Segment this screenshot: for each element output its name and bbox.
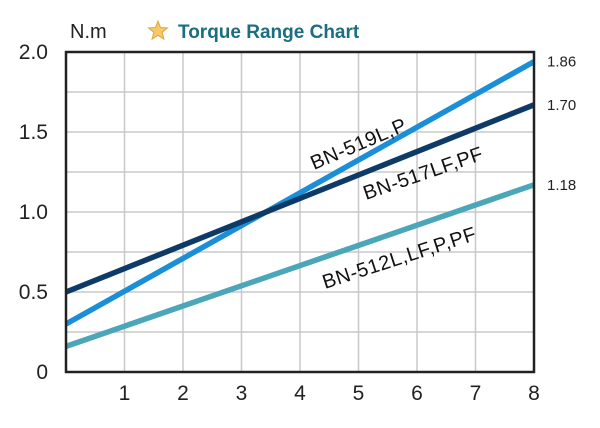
series-name-label-1: BN-517LF,PF (360, 143, 486, 205)
y-tick-label-1.5: 1.5 (19, 121, 48, 144)
series-line-2 (65, 182, 535, 349)
plot-frame (64, 50, 536, 374)
star-icon (147, 19, 169, 41)
series-labels: 1.861.701.18BN-519L,PBN-517LF,PFBN-512L,… (307, 54, 576, 294)
series-line-1 (64, 102, 536, 295)
chart-title: Torque Range Chart (178, 22, 360, 43)
axis-labels: 1 2 3 4 5 6 7 8 0 0.5 1.0 1.5 2.0 (19, 41, 540, 405)
x-tick-label-7: 7 (470, 382, 482, 405)
x-tick-label-1: 1 (119, 382, 131, 405)
series-lines (64, 59, 536, 349)
y-tick-label-2: 2.0 (19, 41, 48, 64)
x-tick-label-2: 2 (177, 382, 189, 405)
y-unit-label: N.m (70, 21, 107, 43)
y-tick-label-1: 1.0 (19, 201, 48, 224)
x-tick-label-3: 3 (236, 382, 248, 405)
x-tick-label-8: 8 (528, 382, 540, 405)
x-tick-label-6: 6 (411, 382, 423, 405)
end-value-label-1: 1.70 (547, 97, 576, 114)
y-tick-label-0.5: 0.5 (19, 281, 48, 304)
x-tick-label-5: 5 (353, 382, 365, 405)
chart-header: N.m Torque Range Chart (70, 19, 360, 43)
star-shape (147, 19, 169, 41)
series-line-0 (64, 59, 536, 327)
end-value-label-2: 1.18 (547, 177, 576, 194)
x-tick-label-4: 4 (294, 382, 306, 405)
y-tick-label-0: 0 (36, 361, 48, 384)
grid-layer (66, 52, 534, 372)
end-value-label-0: 1.86 (547, 54, 576, 71)
